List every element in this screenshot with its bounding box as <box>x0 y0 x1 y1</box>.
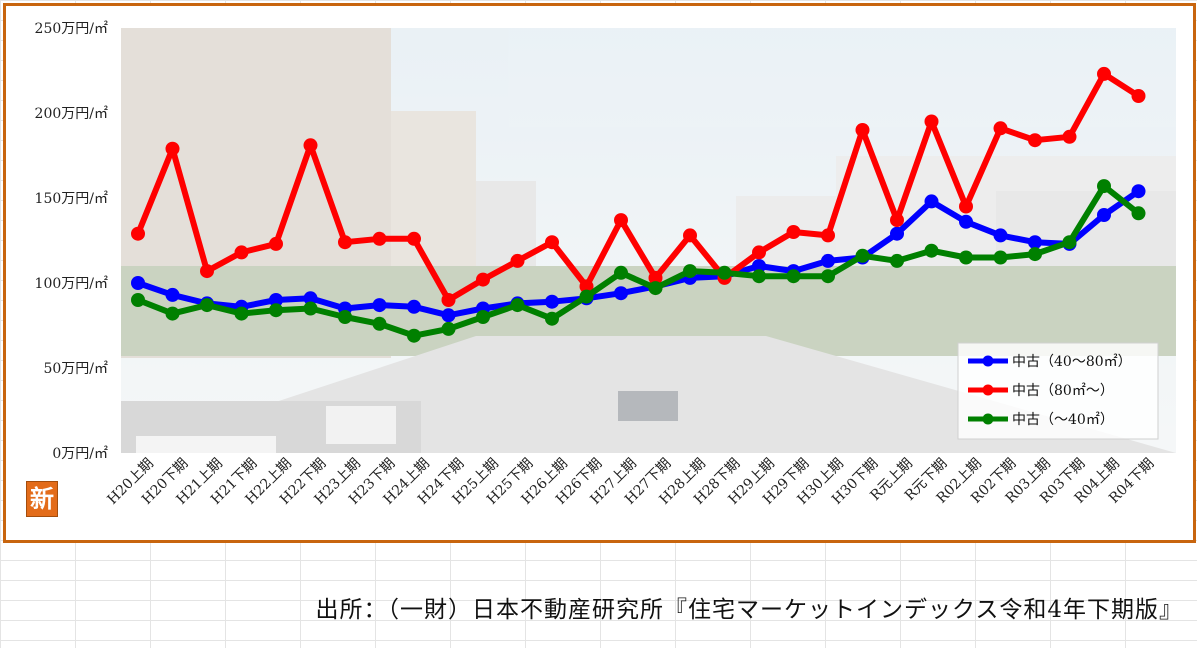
series-1-point <box>372 231 387 246</box>
series-2-point <box>717 265 732 280</box>
y-tick-label: 250万円/㎡ <box>35 21 108 37</box>
series-1-point <box>441 293 456 307</box>
series-2-point <box>855 248 870 263</box>
legend-label: 中古（40～80㎡） <box>1012 354 1132 370</box>
legend-label: 中古（80㎡～） <box>1012 383 1114 399</box>
series-2-point <box>959 250 973 265</box>
series-1-point <box>579 279 594 294</box>
series-0-point <box>890 226 904 241</box>
series-2-point <box>476 310 490 324</box>
series-2-point <box>924 243 939 258</box>
new-badge-icon: 新 <box>26 481 58 517</box>
series-2-point <box>579 289 594 304</box>
legend-swatch-marker <box>982 413 994 425</box>
series-2-point <box>338 310 352 324</box>
series-0-point <box>821 253 835 268</box>
series-2-point <box>131 293 145 307</box>
series-2-point <box>1028 247 1042 262</box>
series-1-point <box>821 228 835 243</box>
series-0-point <box>924 194 939 209</box>
series-2-point <box>407 328 421 343</box>
series-0-point <box>614 286 628 301</box>
x-axis: H20上期H20下期H21上期H21下期H22上期H22下期H23上期H23下期… <box>104 456 1157 508</box>
chart-frame: 0万円/㎡ 50万円/㎡ 100万円/㎡ 150万円/㎡ 200万円/㎡ 250万円/㎡ … <box>3 3 1196 543</box>
series-1-point <box>648 270 663 285</box>
series-2-point <box>269 303 283 318</box>
series-1-point <box>510 253 525 268</box>
series-0-point <box>441 308 456 323</box>
series-1-point <box>131 226 145 241</box>
series-1-point <box>855 123 870 137</box>
series-1-point <box>752 245 766 260</box>
series-1-point <box>1097 66 1111 81</box>
series-0-point <box>407 299 421 314</box>
series-1-point <box>269 236 283 251</box>
series-0-point <box>1097 208 1111 222</box>
series-2-point <box>165 306 180 321</box>
y-tick-label: 200万円/㎡ <box>35 106 108 122</box>
series-1-point <box>959 199 973 214</box>
series-1-point <box>683 228 697 243</box>
series-1-point <box>614 213 628 228</box>
series-2-point <box>1131 206 1146 221</box>
series-2-point <box>545 311 559 326</box>
series-1-point <box>1131 89 1146 103</box>
series-1-point <box>786 225 801 239</box>
series-1-point <box>993 121 1008 136</box>
series-2-point <box>1062 235 1077 250</box>
series-1-point <box>924 114 939 129</box>
series-1-point <box>1062 129 1077 144</box>
series-2-point <box>441 321 456 336</box>
series-2-point <box>200 298 214 313</box>
series-1-point <box>234 245 249 260</box>
series-1-point <box>476 272 490 287</box>
series-0-point <box>303 291 318 306</box>
source-note: 出所：（一財）日本不動産研究所『住宅マーケットインデックス令和4年下期版』 <box>315 597 1183 623</box>
series-1-point <box>1028 133 1042 148</box>
series-2-point <box>1097 179 1111 194</box>
series-0-point <box>752 259 766 273</box>
series-1-point <box>303 138 318 153</box>
chart-svg: 0万円/㎡50万円/㎡100万円/㎡150万円/㎡200万円/㎡250万円/㎡ … <box>35 21 1176 508</box>
series-1-point <box>890 213 904 228</box>
y-tick-label: 0万円/㎡ <box>52 446 108 462</box>
legend-swatch-marker <box>982 355 994 367</box>
legend-label: 中古（～40㎡） <box>1012 412 1114 428</box>
series-2-point <box>372 316 387 331</box>
series-2-point <box>234 306 249 321</box>
legend: 中古（40～80㎡） 中古（80㎡～） 中古（～40㎡） <box>957 342 1159 440</box>
y-tick-label: 50万円/㎡ <box>43 361 108 377</box>
series-0-point <box>165 287 180 302</box>
series-layer <box>131 66 1146 343</box>
series-line-1 <box>135 70 1142 303</box>
series-2-point <box>683 264 697 279</box>
series-0-point <box>131 276 145 290</box>
series-2-point <box>648 281 663 296</box>
series-2-point <box>890 253 904 268</box>
y-tick-label: 150万円/㎡ <box>35 191 108 207</box>
series-0-point <box>993 228 1008 243</box>
series-0-point <box>545 294 559 309</box>
y-axis: 0万円/㎡ 50万円/㎡ 100万円/㎡ 150万円/㎡ 200万円/㎡ 250万円/㎡ <box>35 21 108 462</box>
series-2-point <box>786 269 801 284</box>
series-1-point <box>165 141 180 156</box>
series-0-point <box>372 298 387 313</box>
series-0-point <box>1131 184 1146 199</box>
series-2-point <box>993 250 1008 265</box>
series-1-point <box>200 264 214 279</box>
series-2-point <box>614 265 628 280</box>
series-2-point <box>821 269 835 284</box>
series-2-point <box>510 298 525 313</box>
y-tick-label: 100万円/㎡ <box>35 276 108 292</box>
series-0-point <box>269 293 283 307</box>
series-0-point <box>1028 235 1042 250</box>
series-1-point <box>338 235 352 250</box>
series-2-point <box>303 301 318 316</box>
legend-swatch-marker <box>982 384 994 396</box>
series-1-point <box>407 231 421 246</box>
series-0-point <box>959 214 973 229</box>
series-1-point <box>545 235 559 250</box>
series-2-point <box>752 269 766 284</box>
